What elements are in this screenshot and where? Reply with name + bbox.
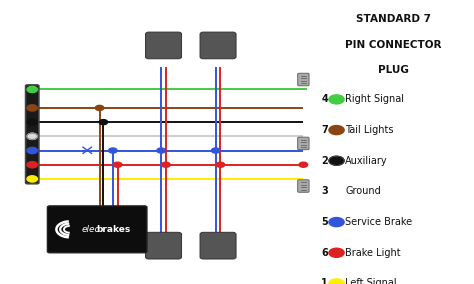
Circle shape xyxy=(113,162,122,167)
Text: Brake Light: Brake Light xyxy=(345,248,401,258)
Text: STANDARD 7: STANDARD 7 xyxy=(356,14,431,24)
Circle shape xyxy=(157,148,165,153)
Text: elec: elec xyxy=(82,225,100,234)
Circle shape xyxy=(211,148,220,153)
Circle shape xyxy=(329,126,344,135)
Text: Ground: Ground xyxy=(345,186,381,197)
Text: 3: 3 xyxy=(321,186,328,197)
Circle shape xyxy=(27,105,37,111)
Circle shape xyxy=(216,162,225,167)
Circle shape xyxy=(99,120,108,125)
Text: 1: 1 xyxy=(321,278,328,284)
Text: Tail Lights: Tail Lights xyxy=(345,125,393,135)
Text: Auxiliary: Auxiliary xyxy=(345,156,388,166)
Text: PIN CONNECTOR: PIN CONNECTOR xyxy=(345,40,442,50)
FancyBboxPatch shape xyxy=(26,85,39,184)
Circle shape xyxy=(329,218,344,227)
Text: 4: 4 xyxy=(321,94,328,105)
Text: 2: 2 xyxy=(321,156,328,166)
Circle shape xyxy=(109,148,117,153)
FancyBboxPatch shape xyxy=(146,232,182,259)
FancyBboxPatch shape xyxy=(298,180,309,192)
Text: Right Signal: Right Signal xyxy=(345,94,404,105)
Text: PLUG: PLUG xyxy=(378,65,409,75)
FancyBboxPatch shape xyxy=(47,206,147,253)
Circle shape xyxy=(329,95,344,104)
FancyBboxPatch shape xyxy=(298,73,309,86)
Text: Left Signal: Left Signal xyxy=(345,278,397,284)
Text: 6: 6 xyxy=(321,248,328,258)
Circle shape xyxy=(27,162,37,168)
Circle shape xyxy=(329,279,344,284)
Circle shape xyxy=(329,248,344,257)
Circle shape xyxy=(27,119,37,125)
FancyBboxPatch shape xyxy=(298,137,309,150)
Circle shape xyxy=(95,105,104,110)
Circle shape xyxy=(329,156,344,165)
FancyBboxPatch shape xyxy=(200,32,236,59)
Text: brakes: brakes xyxy=(96,225,130,234)
Circle shape xyxy=(27,147,37,154)
Text: 7: 7 xyxy=(321,125,328,135)
Circle shape xyxy=(299,162,308,167)
FancyBboxPatch shape xyxy=(146,32,182,59)
Text: Service Brake: Service Brake xyxy=(345,217,412,227)
Circle shape xyxy=(162,162,170,167)
Circle shape xyxy=(27,133,37,139)
Circle shape xyxy=(27,86,37,93)
Circle shape xyxy=(27,176,37,182)
FancyBboxPatch shape xyxy=(200,232,236,259)
Text: 5: 5 xyxy=(321,217,328,227)
